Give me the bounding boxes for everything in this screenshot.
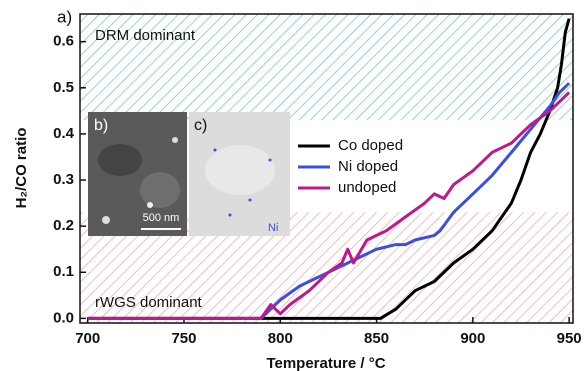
scale-bar-label: 500 nm — [143, 212, 180, 224]
x-tick-label: 700 — [75, 330, 100, 347]
x-tick-label: 750 — [171, 330, 196, 347]
y-tick-label: 0.6 — [53, 33, 74, 50]
inset-label: b) — [94, 117, 108, 134]
legend-label: undoped — [338, 179, 396, 196]
x-tick-label: 900 — [460, 330, 485, 347]
y-axis-title: H₂/CO ratio — [13, 128, 30, 209]
legend-label: Ni doped — [338, 158, 398, 175]
x-tick-label: 800 — [268, 330, 293, 347]
y-tick-label: 0.0 — [53, 309, 74, 326]
y-tick-label: 0.4 — [53, 125, 75, 142]
panel-label: a) — [57, 7, 72, 26]
inset-c: c) Ni — [189, 112, 290, 236]
region-label: rWGS dominant — [95, 294, 203, 311]
inset-b: b) 500 nm — [88, 112, 187, 236]
inset-element: Ni — [268, 222, 278, 234]
y-tick-label: 0.5 — [53, 79, 74, 96]
x-tick-label: 950 — [557, 330, 582, 347]
x-axis-title: Temperature / °C — [266, 355, 385, 371]
y-tick-label: 0.2 — [53, 217, 74, 234]
inset-label: c) — [194, 117, 207, 134]
y-tick-label: 0.3 — [53, 171, 74, 188]
chart: DRM dominant rWGS dominant 700 750 800 850 90… — [0, 0, 584, 371]
region-label: DRM dominant — [95, 27, 196, 44]
x-tick-label: 850 — [364, 330, 389, 347]
y-tick-label: 0.1 — [53, 263, 74, 280]
legend-label: Co doped — [338, 137, 403, 154]
